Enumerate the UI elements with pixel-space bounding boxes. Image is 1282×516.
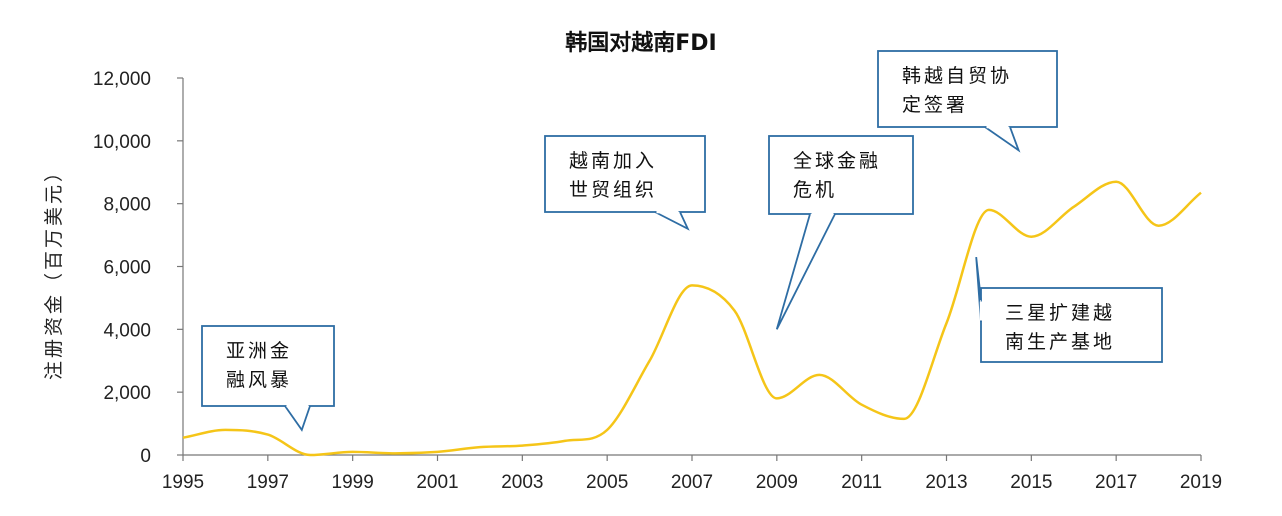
x-tick-label: 1995	[162, 472, 204, 493]
x-tick-label: 2001	[416, 472, 458, 493]
callout-text: 定签署	[902, 94, 968, 116]
y-tick-label: 6,000	[103, 258, 151, 279]
y-tick-label: 4,000	[103, 320, 151, 341]
y-tick-label: 10,000	[93, 132, 151, 153]
y-tick-label: 8,000	[103, 195, 151, 216]
y-axis-label: 注册资金（百万美元）	[43, 160, 65, 380]
callout-text: 融风暴	[226, 369, 292, 391]
x-tick-label: 1997	[247, 472, 289, 493]
x-tick-label: 2007	[671, 472, 713, 493]
callout-pointer	[975, 256, 982, 323]
callout-pointer	[984, 126, 1021, 153]
x-tick-label: 2017	[1095, 472, 1137, 493]
y-tick-label: 0	[140, 446, 151, 467]
callout-text: 危机	[793, 179, 837, 201]
x-tick-label: 2015	[1010, 472, 1052, 493]
y-tick-label: 12,000	[93, 69, 151, 90]
chart-title: 韩国对越南FDI	[565, 30, 716, 56]
callout-box	[544, 135, 706, 213]
callout-text: 全球金融	[793, 150, 881, 172]
axes	[177, 77, 1202, 461]
x-tick-label: 2011	[841, 472, 882, 493]
y-tick-label: 2,000	[103, 383, 151, 404]
callout-box	[768, 135, 914, 215]
x-tick-label: 2003	[501, 472, 543, 493]
callout-pointer	[284, 405, 311, 432]
callout-pointer	[654, 211, 690, 231]
x-tick-label: 2013	[925, 472, 967, 493]
callout-box	[877, 50, 1058, 128]
callout-text: 韩越自贸协	[902, 65, 1012, 87]
callout-text: 亚洲金	[226, 340, 292, 362]
callout-box	[980, 287, 1163, 363]
x-tick-label: 2005	[586, 472, 628, 493]
series-line	[182, 180, 1202, 457]
callout-text: 南生产基地	[1005, 331, 1115, 353]
tick-labels: 0 2,000 4,000 6,000 8,000 10,000 12,000 1995 199…	[93, 69, 1222, 493]
x-tick-label: 1999	[332, 472, 374, 493]
callout-box	[201, 325, 335, 407]
callout-pointer	[775, 213, 836, 330]
callout-text: 越南加入	[569, 150, 657, 172]
callout-text: 世贸组织	[569, 179, 657, 201]
x-tick-label: 2009	[756, 472, 798, 493]
x-tick-label: 2019	[1180, 472, 1222, 493]
callout-text: 三星扩建越	[1005, 302, 1115, 324]
